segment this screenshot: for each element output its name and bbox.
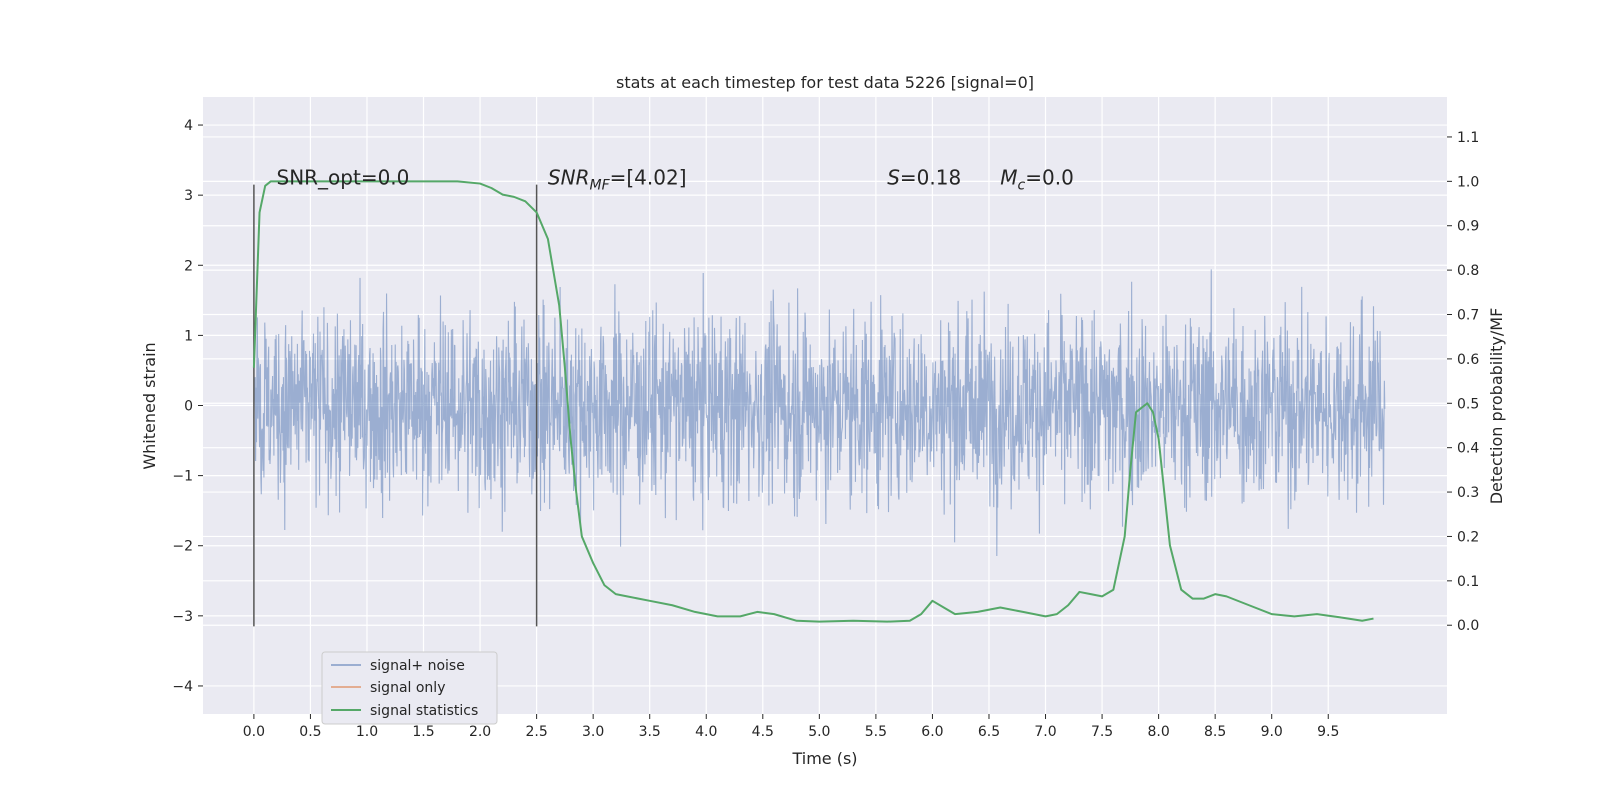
x-tick-label: 2.0 <box>469 724 491 740</box>
x-tick-label: 9.5 <box>1317 724 1339 740</box>
y2-tick-label: 1.1 <box>1457 130 1479 146</box>
x-tick-label: 3.5 <box>639 724 661 740</box>
noise-trace <box>253 269 1386 557</box>
x-tick-label: 4.5 <box>752 724 774 740</box>
y-tick-label: 0 <box>184 399 193 415</box>
x-tick-label: 1.5 <box>412 724 434 740</box>
y-tick-label: 3 <box>184 188 193 204</box>
x-tick-label: 4.0 <box>695 724 717 740</box>
y2-tick-label: 0.0 <box>1457 618 1479 634</box>
x-tick-label: 6.0 <box>921 724 943 740</box>
y-tick-label: −1 <box>172 469 193 485</box>
legend-label-signal-noise: signal+ noise <box>370 658 465 674</box>
y2-tick-label: 0.8 <box>1457 263 1479 279</box>
y-tick-label: 1 <box>184 328 193 344</box>
y2-axis-label: Detection probability/MF <box>1487 308 1506 505</box>
annotation-mc-value: Mc=0.0 <box>1000 166 1074 194</box>
x-tick-label: 2.5 <box>525 724 547 740</box>
x-tick-label: 1.0 <box>356 724 378 740</box>
y-tick-label: 4 <box>184 118 193 134</box>
y-tick-label: −3 <box>172 609 193 625</box>
x-tick-label: 0.0 <box>243 724 265 740</box>
series-signal-statistics <box>252 180 1374 623</box>
annotations: SNR_opt=0.0 SNRMF=[4.02] S=0.18 Mc=0.0 <box>277 166 1074 194</box>
chart-title: stats at each timestep for test data 522… <box>616 73 1034 92</box>
y2-tick-label: 0.9 <box>1457 219 1479 235</box>
annotation-snr-mf: SNRMF=[4.02] <box>548 166 687 194</box>
statistics-line <box>252 180 1374 623</box>
y2-tick-label: 1.0 <box>1457 174 1479 190</box>
vertical-markers <box>253 184 538 627</box>
y2-tick-label: 0.6 <box>1457 352 1479 368</box>
y2-tick-label: 0.7 <box>1457 308 1479 324</box>
series-signal-noise <box>253 269 1386 557</box>
x-tick-label: 8.0 <box>1147 724 1169 740</box>
y2-tick-label: 0.1 <box>1457 574 1479 590</box>
x-tick-label: 6.5 <box>978 724 1000 740</box>
x-tick-label: 0.5 <box>299 724 321 740</box>
y2-tick-label: 0.2 <box>1457 529 1479 545</box>
y-axis-label: Whitened strain <box>140 342 159 469</box>
y-tick-label: 2 <box>184 258 193 274</box>
y2-tick-label: 0.5 <box>1457 396 1479 412</box>
y-tick-label: −4 <box>172 679 193 695</box>
x-tick-label: 9.0 <box>1261 724 1283 740</box>
x-axis-label: Time (s) <box>791 749 857 768</box>
x-tick-label: 7.5 <box>1091 724 1113 740</box>
legend-box <box>321 651 498 725</box>
annotation-snr-opt: SNR_opt=0.0 <box>277 166 410 190</box>
x-tick-label: 3.0 <box>582 724 604 740</box>
legend-label-signal-statistics: signal statistics <box>370 703 478 719</box>
y2-tick-label: 0.4 <box>1457 441 1479 457</box>
x-tick-label: 5.0 <box>808 724 830 740</box>
x-tick-label: 8.5 <box>1204 724 1226 740</box>
ticks: 0.0 0.5 1.0 1.5 2.0 2.5 3.0 3.5 4.0 4.5 5.0 5.5 6.0 6… <box>172 118 1479 740</box>
legend-label-signal-only: signal only <box>370 680 445 696</box>
y2-tick-label: 0.3 <box>1457 485 1479 501</box>
x-tick-label: 7.0 <box>1034 724 1056 740</box>
x-tick-label: 5.5 <box>865 724 887 740</box>
y-tick-label: −2 <box>172 539 193 555</box>
annotation-s-value: S=0.18 <box>887 166 961 190</box>
legend: signal+ noise signal only signal statist… <box>321 651 498 725</box>
